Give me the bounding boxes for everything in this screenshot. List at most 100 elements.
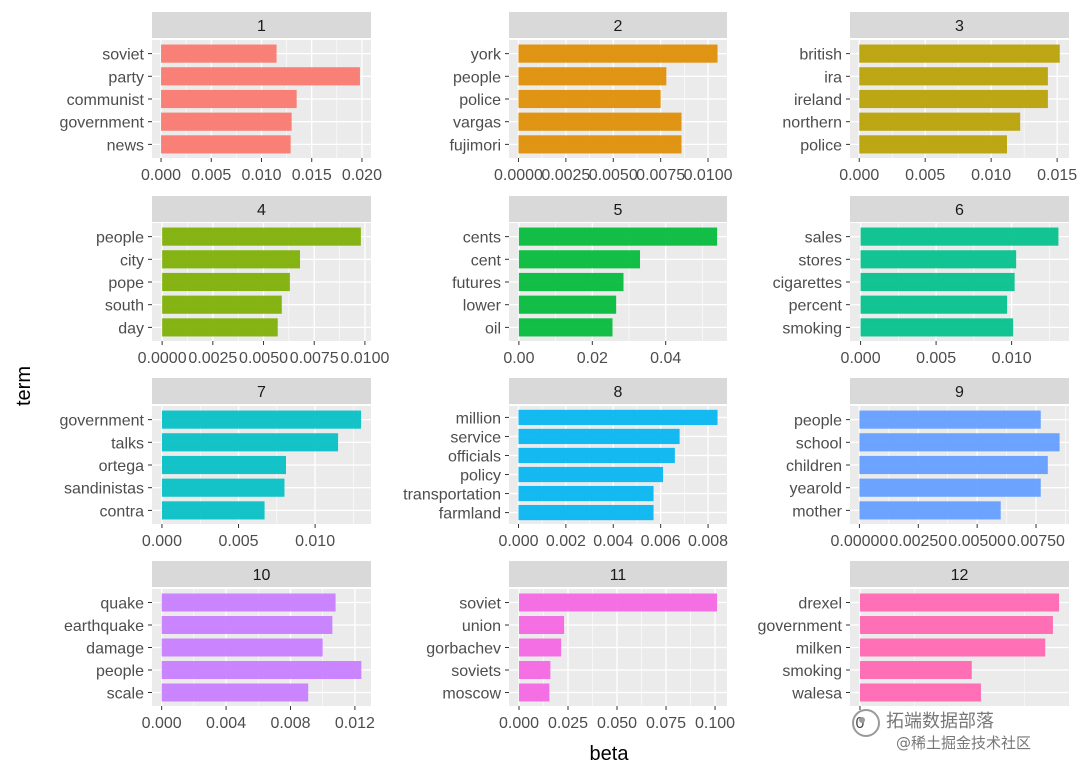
bar-ira <box>859 67 1048 86</box>
x-tick-label: 0.050 <box>597 715 637 732</box>
y-tick-label: vargas <box>453 115 501 132</box>
facet-strip <box>850 12 1069 38</box>
x-tick-label: 0.000 <box>142 533 182 550</box>
facet-panel-3: 3 0.000 0.005 0.010 0.015 british ira ireland no… <box>782 12 1077 184</box>
y-tick-label: communist <box>67 92 145 109</box>
y-tick-label: walesa <box>791 686 842 703</box>
x-tick-label: 0.0000 <box>138 350 187 367</box>
facet-strip-label: 9 <box>955 384 964 401</box>
bar-earthquake <box>161 616 333 634</box>
x-tick-label: 0.020 <box>342 167 382 184</box>
x-tick-label: 0.008 <box>688 533 728 550</box>
y-tick-label: city <box>120 252 144 269</box>
bar-quake <box>161 593 336 612</box>
facet-strip <box>850 561 1069 587</box>
x-tick-label: 0.002 <box>546 533 586 550</box>
bar-government <box>161 112 292 131</box>
y-tick-label: police <box>459 92 501 109</box>
x-tick-label: 0.00000 <box>830 533 888 550</box>
y-tick-label: cents <box>463 230 501 247</box>
bar-percent <box>860 295 1008 314</box>
y-axis-title: term <box>13 366 35 406</box>
facet-strip <box>850 378 1069 404</box>
y-tick-label: pope <box>108 275 144 292</box>
y-tick-label: percent <box>789 298 843 315</box>
y-tick-label: yearold <box>790 481 842 498</box>
y-tick-label: sandinistas <box>64 481 144 498</box>
bar-school <box>859 433 1060 452</box>
y-tick-label: policy <box>460 468 501 485</box>
x-tick-label: 0.000 <box>839 167 879 184</box>
facet-panel-11: 11 0.000 0.025 0.050 0.075 0.100 soviet union go… <box>426 561 735 732</box>
bar-day <box>162 318 278 337</box>
facet-strip <box>509 561 727 587</box>
facet-panel-7: 7 0.000 0.005 0.010 government talks ortega san… <box>60 378 371 550</box>
x-tick-label: 0.004 <box>206 715 246 732</box>
bar-police <box>859 135 1007 154</box>
facet-strip-label: 1 <box>257 18 266 35</box>
x-tick-label: 0.075 <box>646 715 686 732</box>
bar-soviet <box>518 593 718 612</box>
x-tick-label: 0.004 <box>593 533 633 550</box>
x-tick-label: 0.010 <box>992 350 1032 367</box>
bar-drexel <box>859 593 1060 612</box>
bar-service <box>518 428 680 445</box>
facet-strip <box>152 196 371 222</box>
bar-union <box>518 616 565 634</box>
facet-strip-label: 3 <box>955 18 964 35</box>
facet-strip <box>152 378 371 404</box>
x-tick-label: 0.015 <box>292 167 332 184</box>
facet-strip-label: 10 <box>253 567 271 584</box>
facet-strip-label: 12 <box>951 567 969 584</box>
facet-strip <box>152 12 371 38</box>
bar-gorbachev <box>518 638 562 657</box>
y-tick-label: school <box>796 435 842 452</box>
bar-futures <box>518 272 624 292</box>
bar-sales <box>860 227 1059 246</box>
facet-strip-label: 2 <box>614 18 623 35</box>
y-tick-label: earthquake <box>64 618 144 635</box>
y-tick-label: people <box>453 69 501 86</box>
x-tick-label: 0.0075 <box>290 350 339 367</box>
bar-sandinistas <box>161 478 285 497</box>
wechat-logo-icon-inner <box>859 717 865 723</box>
bar-british <box>859 44 1060 63</box>
bar-smoking <box>860 318 1014 337</box>
x-tick-label: 0.010 <box>241 167 281 184</box>
x-tick-label: 0.005 <box>905 167 945 184</box>
y-tick-label: york <box>471 47 502 64</box>
bar-transportation <box>518 485 654 502</box>
x-tick-label: 0.000 <box>841 350 881 367</box>
bar-million <box>518 409 718 426</box>
bar-people <box>859 410 1041 429</box>
bar-south <box>162 295 282 314</box>
y-tick-label: quake <box>100 596 144 613</box>
y-tick-label: talks <box>111 435 144 452</box>
facet-panel-1: 1 0.000 0.005 0.010 0.015 0.020 soviet party com… <box>60 12 382 184</box>
bar-cents <box>518 227 718 246</box>
x-tick-label: 0.005 <box>219 533 259 550</box>
x-tick-label: 0.0075 <box>636 167 685 184</box>
y-tick-label: cigarettes <box>773 275 842 292</box>
bar-northern <box>859 112 1021 131</box>
y-tick-label: moscow <box>442 686 501 703</box>
bar-damage <box>161 638 323 657</box>
bar-government <box>161 410 362 429</box>
y-tick-label: soviets <box>451 663 501 680</box>
facet-strip <box>509 378 727 404</box>
y-tick-label: british <box>799 47 842 64</box>
bar-york <box>518 44 718 63</box>
y-tick-label: mother <box>792 503 842 520</box>
y-tick-label: contra <box>100 503 145 520</box>
y-tick-label: farmland <box>439 506 501 523</box>
y-tick-label: people <box>794 413 842 430</box>
bar-yearold <box>859 478 1041 497</box>
x-tick-label: 0.015 <box>1037 167 1077 184</box>
y-tick-label: government <box>60 413 145 430</box>
x-tick-label: 0.00500 <box>948 533 1006 550</box>
x-tick-label: 0.005 <box>191 167 231 184</box>
facet-strip-label: 8 <box>614 384 623 401</box>
y-tick-label: south <box>105 298 144 315</box>
bar-lower <box>518 295 617 314</box>
